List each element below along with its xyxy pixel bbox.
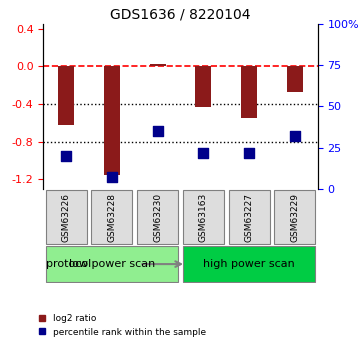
Legend: log2 ratio, percentile rank within the sample: log2 ratio, percentile rank within the s… bbox=[34, 310, 210, 341]
Text: GSM63229: GSM63229 bbox=[290, 193, 299, 242]
Bar bbox=[58, 67, 74, 125]
Bar bbox=[241, 67, 257, 118]
Point bbox=[246, 150, 252, 155]
Text: high power scan: high power scan bbox=[203, 259, 295, 269]
Text: GSM63230: GSM63230 bbox=[153, 193, 162, 242]
FancyBboxPatch shape bbox=[45, 246, 178, 282]
Text: GSM63226: GSM63226 bbox=[62, 193, 71, 242]
Bar bbox=[104, 67, 120, 175]
Bar bbox=[195, 67, 212, 107]
FancyBboxPatch shape bbox=[45, 190, 87, 244]
FancyBboxPatch shape bbox=[183, 246, 316, 282]
Text: GSM63228: GSM63228 bbox=[108, 193, 116, 242]
Bar bbox=[287, 67, 303, 92]
Point bbox=[63, 153, 69, 159]
Point bbox=[155, 128, 161, 134]
FancyBboxPatch shape bbox=[229, 190, 270, 244]
Title: GDS1636 / 8220104: GDS1636 / 8220104 bbox=[110, 8, 251, 22]
Text: GSM63227: GSM63227 bbox=[245, 193, 253, 242]
FancyBboxPatch shape bbox=[274, 190, 316, 244]
Point bbox=[292, 134, 298, 139]
Text: protocol: protocol bbox=[45, 259, 91, 269]
FancyBboxPatch shape bbox=[137, 190, 178, 244]
FancyBboxPatch shape bbox=[91, 190, 132, 244]
Text: GSM63163: GSM63163 bbox=[199, 193, 208, 242]
Point bbox=[109, 175, 115, 180]
FancyBboxPatch shape bbox=[183, 190, 224, 244]
Text: low power scan: low power scan bbox=[69, 259, 155, 269]
Point bbox=[200, 150, 206, 155]
Bar bbox=[150, 64, 166, 67]
